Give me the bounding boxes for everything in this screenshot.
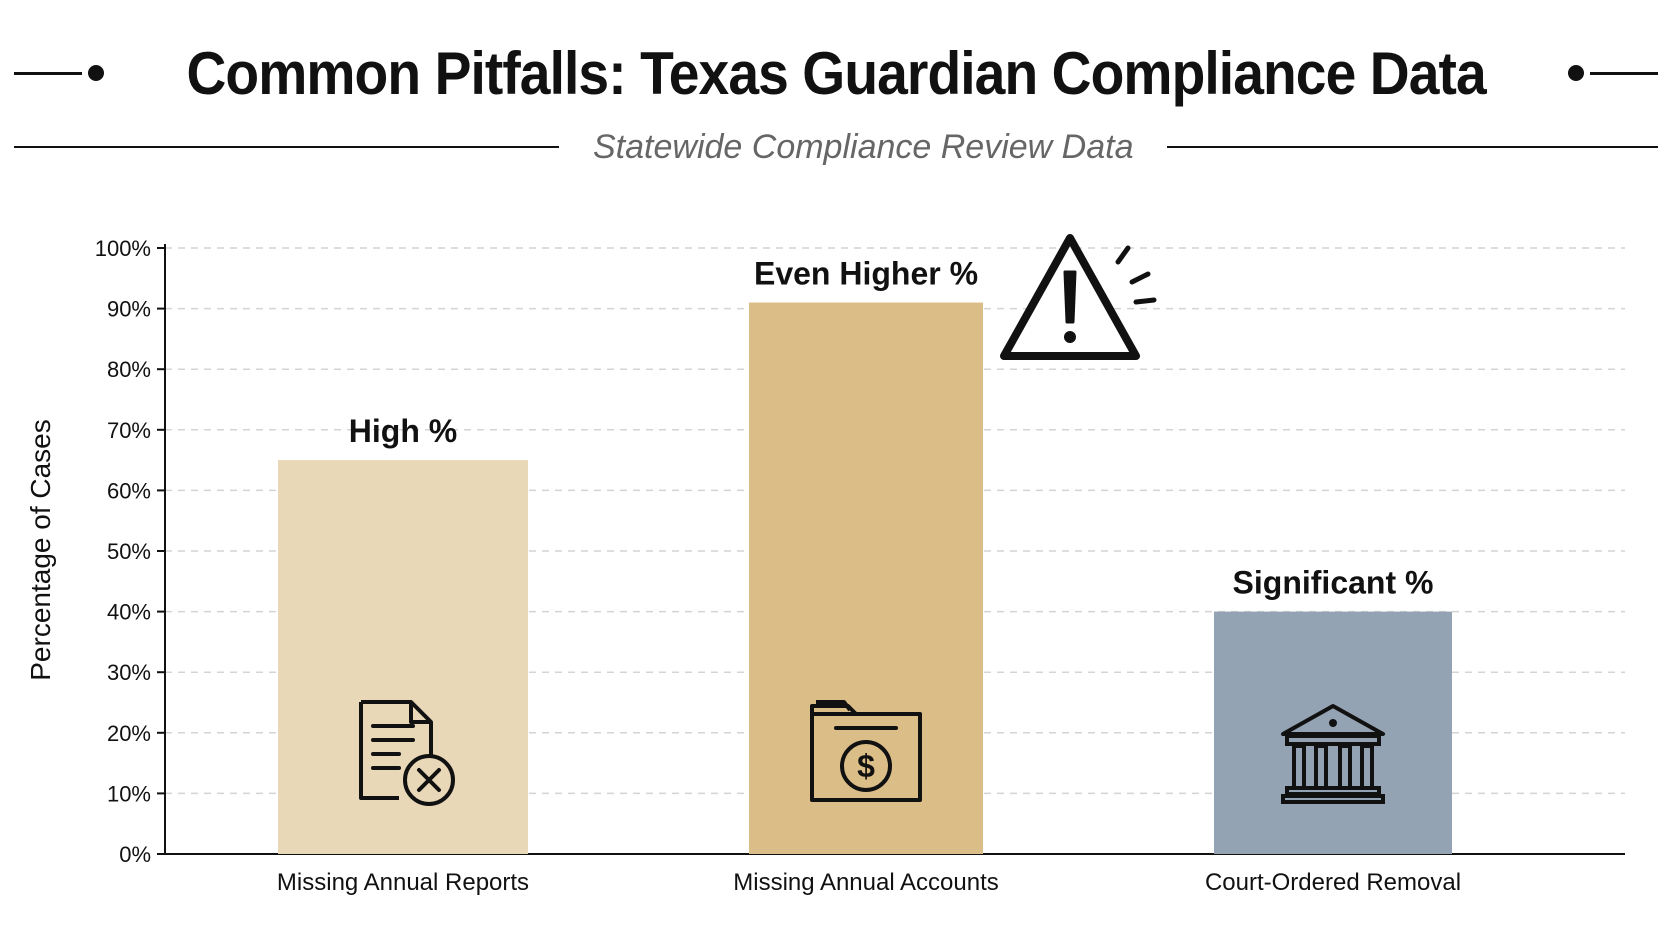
y-axis-label: Percentage of Cases <box>25 419 56 681</box>
y-tick-label: 60% <box>107 478 151 503</box>
y-tick-label: 90% <box>107 297 151 322</box>
document-x-icon <box>359 700 455 806</box>
x-category-label-3: Court-Ordered Removal <box>1205 869 1461 896</box>
svg-text:$: $ <box>857 748 875 784</box>
folder-dollar-icon: $ <box>810 700 922 802</box>
title-dot-right <box>1568 65 1585 81</box>
x-category-label-1: Missing Annual Reports <box>277 869 529 896</box>
y-tick-label: 50% <box>107 539 151 564</box>
chart-title: Common Pitfalls: Texas Guardian Complian… <box>186 39 1486 107</box>
chart-subtitle: Statewide Compliance Review Data <box>593 127 1134 166</box>
bar-annotation-2: Even Higher % <box>754 256 978 292</box>
title-dot-left <box>87 65 104 81</box>
subtitle-row: Statewide Compliance Review Data <box>14 122 1658 172</box>
subtitle-rule-right <box>1167 146 1658 148</box>
warning-triangle-icon <box>1000 234 1157 360</box>
y-tick-label: 0% <box>119 842 151 867</box>
bar-annotation-1: High % <box>349 413 457 449</box>
bar-1 <box>278 460 528 854</box>
y-tick-label: 20% <box>107 721 151 746</box>
title-row: Common Pitfalls: Texas Guardian Complian… <box>14 38 1658 108</box>
bar-2 <box>749 302 983 854</box>
y-tick-label: 40% <box>107 600 151 625</box>
title-rule-left <box>14 71 82 75</box>
y-tick-label: 10% <box>107 781 151 806</box>
y-tick-label: 80% <box>107 357 151 382</box>
x-category-label-2: Missing Annual Accounts <box>733 869 999 896</box>
title-rule-right <box>1590 71 1658 75</box>
y-tick-label: 30% <box>107 660 151 685</box>
y-tick-label: 100% <box>95 236 151 261</box>
subtitle-rule-left <box>14 146 559 148</box>
bar-annotation-3: Significant % <box>1233 565 1434 601</box>
y-tick-label: 70% <box>107 418 151 443</box>
courthouse-icon <box>1281 704 1385 804</box>
